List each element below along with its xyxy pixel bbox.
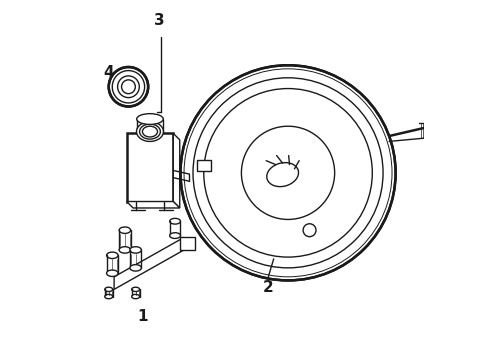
Ellipse shape: [107, 270, 118, 276]
Text: 4: 4: [103, 65, 114, 80]
Ellipse shape: [143, 126, 157, 137]
Ellipse shape: [130, 265, 141, 271]
Ellipse shape: [170, 233, 180, 238]
Text: 1: 1: [138, 309, 148, 324]
Ellipse shape: [140, 124, 160, 139]
Text: 2: 2: [263, 280, 274, 296]
Ellipse shape: [119, 247, 131, 253]
Polygon shape: [180, 237, 195, 250]
Ellipse shape: [137, 114, 163, 125]
Ellipse shape: [107, 252, 118, 258]
Circle shape: [109, 67, 148, 107]
Polygon shape: [196, 160, 211, 171]
Ellipse shape: [170, 219, 180, 224]
Text: 3: 3: [154, 13, 164, 28]
Polygon shape: [126, 202, 180, 208]
Circle shape: [180, 65, 395, 280]
Polygon shape: [126, 134, 173, 202]
Ellipse shape: [137, 122, 164, 141]
Ellipse shape: [105, 294, 113, 299]
Ellipse shape: [119, 227, 131, 233]
Ellipse shape: [132, 287, 140, 292]
Ellipse shape: [105, 287, 113, 292]
Ellipse shape: [130, 247, 141, 253]
Polygon shape: [114, 237, 184, 289]
Ellipse shape: [132, 294, 140, 299]
Polygon shape: [173, 134, 180, 208]
